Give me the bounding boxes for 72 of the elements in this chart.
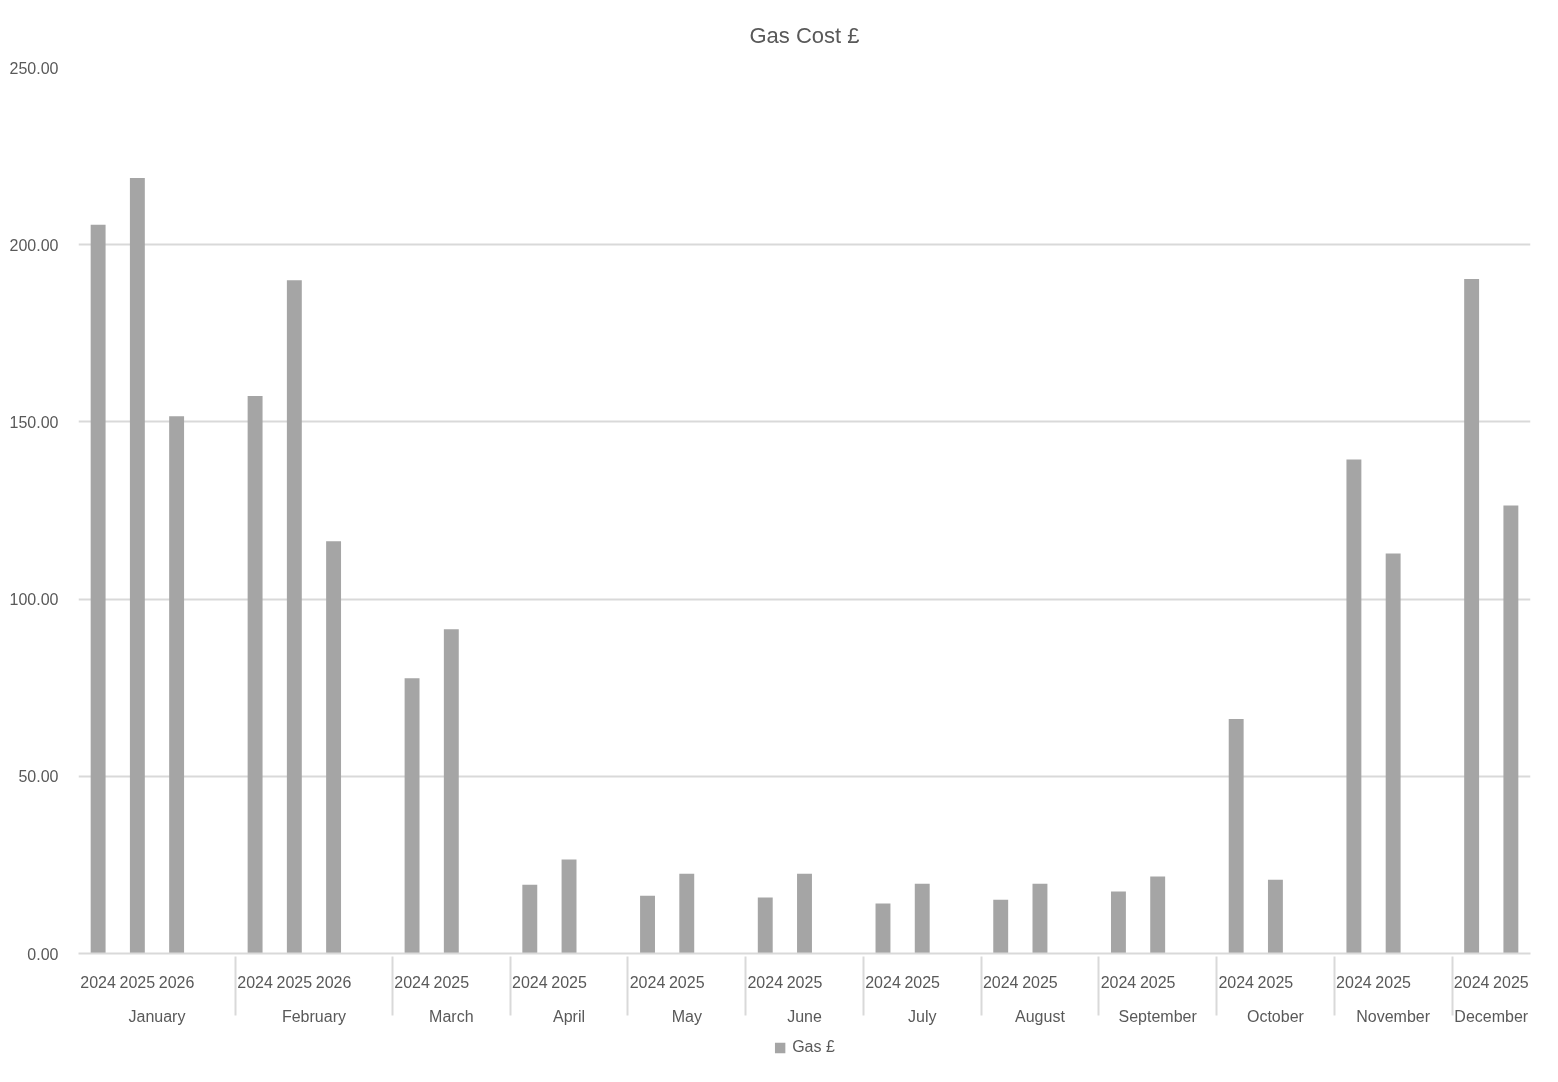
- category-label: 2026: [315, 973, 352, 991]
- category-label: 2024: [865, 973, 901, 991]
- category-label: June: [787, 1007, 822, 1025]
- bar: [129, 178, 145, 954]
- bar: [404, 678, 420, 954]
- y-tick-label: 0.00: [27, 945, 59, 963]
- category-label: 2024: [512, 973, 548, 991]
- legend-label: Gas £: [792, 1038, 835, 1056]
- y-tick-label: 100.00: [9, 591, 59, 609]
- category-label: 2024: [1453, 973, 1490, 991]
- category-label: May: [671, 1007, 702, 1025]
- category-label: 2024: [80, 973, 116, 991]
- bar: [993, 899, 1009, 954]
- bar: [1228, 718, 1244, 954]
- category-label: April: [553, 1007, 586, 1025]
- bar: [1464, 279, 1480, 954]
- bar: [640, 895, 655, 954]
- category-label: August: [1015, 1007, 1065, 1025]
- category-label: 2024: [237, 973, 273, 991]
- bar: [797, 873, 812, 954]
- bar: [326, 541, 342, 954]
- category-label: 2025: [786, 973, 823, 991]
- bar: [1032, 883, 1048, 954]
- category-label: 2025: [1022, 973, 1058, 991]
- y-tick-label: 200.00: [9, 236, 59, 254]
- category-label: January: [128, 1007, 186, 1025]
- category-label: 2025: [551, 973, 587, 991]
- category-label: 2024: [1336, 973, 1372, 991]
- category-label: 2026: [158, 973, 195, 991]
- chart-title: Gas Cost £: [749, 22, 860, 48]
- category-label: 2024: [1218, 973, 1254, 991]
- category-label: December: [1454, 1007, 1529, 1025]
- category-label: October: [1246, 1007, 1304, 1025]
- category-label: July: [908, 1007, 937, 1025]
- bar: [90, 224, 106, 954]
- bar: [1385, 553, 1401, 954]
- category-label: 2025: [1257, 973, 1294, 991]
- bar: [757, 897, 773, 954]
- bar: [1110, 891, 1126, 954]
- bar: [247, 396, 263, 954]
- category-label: 2025: [119, 973, 156, 991]
- category-label: 2025: [433, 973, 470, 991]
- category-label: 2024: [747, 973, 784, 991]
- y-tick-label: 250.00: [9, 59, 59, 77]
- bar: [679, 873, 695, 954]
- bar: [561, 859, 577, 954]
- bar: [286, 280, 302, 954]
- bar: [1346, 459, 1362, 954]
- bar: [1150, 876, 1166, 954]
- category-label: 2025: [1375, 973, 1411, 991]
- bar: [522, 884, 538, 954]
- category-label: 2025: [276, 973, 313, 991]
- category-label: 2025: [904, 973, 941, 991]
- bar: [169, 416, 185, 954]
- category-label: February: [281, 1007, 346, 1025]
- y-tick-label: 50.00: [18, 768, 59, 786]
- category-label: 2024: [394, 973, 430, 991]
- bar: [1503, 505, 1519, 954]
- category-label: March: [429, 1007, 474, 1025]
- category-label: 2025: [1139, 973, 1176, 991]
- category-label: September: [1118, 1007, 1197, 1025]
- bar: [914, 883, 930, 954]
- category-label: 2025: [1493, 973, 1529, 991]
- category-label: 2024: [982, 973, 1019, 991]
- category-label: 2024: [1100, 973, 1137, 991]
- bar: [1267, 879, 1283, 954]
- category-label: 2025: [668, 973, 705, 991]
- y-tick-label: 150.00: [9, 413, 59, 431]
- category-label: November: [1356, 1007, 1431, 1025]
- bar: [443, 629, 459, 954]
- category-label: 2024: [629, 973, 666, 991]
- bar: [875, 903, 891, 954]
